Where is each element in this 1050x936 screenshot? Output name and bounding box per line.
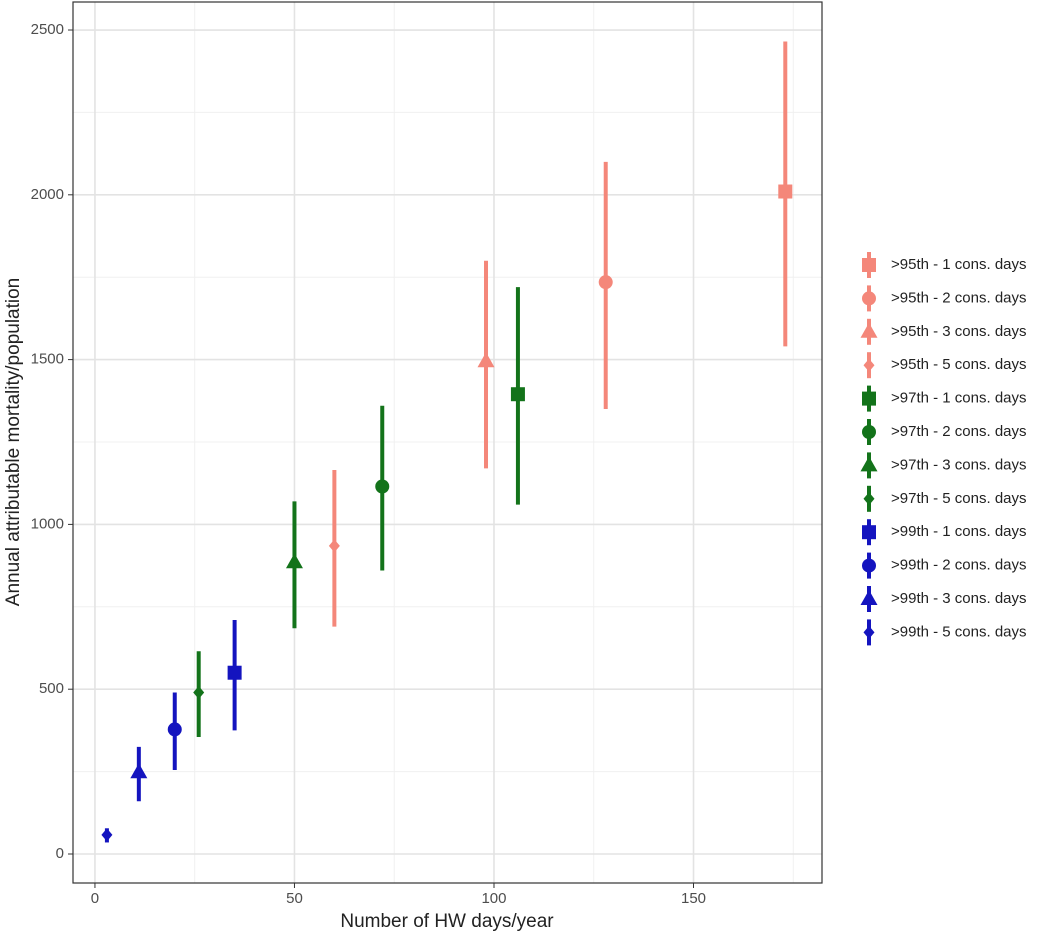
legend-label: >95th - 3 cons. days <box>891 323 1027 340</box>
legend-symbol <box>862 258 876 272</box>
point <box>167 722 182 737</box>
plot-border <box>72 1 823 884</box>
point <box>778 184 793 199</box>
point <box>510 387 525 402</box>
legend-label: >97th - 2 cons. days <box>891 423 1027 440</box>
x-tick-label: 150 <box>681 890 706 907</box>
legend-symbol <box>862 558 876 573</box>
y-tick-label: 0 <box>56 845 64 862</box>
legend-symbol <box>863 625 875 639</box>
y-tick-label: 1500 <box>31 351 64 368</box>
x-tick-label: 100 <box>481 890 506 907</box>
legend-symbol <box>863 492 875 506</box>
legend-symbol <box>862 525 876 540</box>
point <box>101 828 113 842</box>
point <box>285 553 303 569</box>
point <box>227 665 242 680</box>
y-tick-label: 500 <box>39 680 64 697</box>
point <box>130 763 148 779</box>
legend-label: >95th - 2 cons. days <box>891 289 1027 306</box>
y-tick-label: 1000 <box>31 515 64 532</box>
x-tick-label: 0 <box>91 890 99 907</box>
legend-label: >95th - 5 cons. days <box>891 356 1027 373</box>
x-tick-label: 50 <box>286 890 303 907</box>
legend-symbol <box>860 456 878 472</box>
legend-symbol <box>860 590 878 605</box>
y-tick-label: 2500 <box>31 21 64 38</box>
legend-label: >95th - 1 cons. days <box>891 256 1027 273</box>
legend-symbol <box>862 291 876 306</box>
legend-label: >99th - 2 cons. days <box>891 557 1027 574</box>
point <box>193 685 205 699</box>
legend-label: >99th - 3 cons. days <box>891 590 1027 607</box>
legend-symbol <box>863 358 875 372</box>
point <box>375 479 390 494</box>
legend-label: >99th - 1 cons. days <box>891 523 1027 540</box>
legend-label: >97th - 1 cons. days <box>891 390 1027 407</box>
legend-symbol <box>862 391 876 406</box>
legend-symbol <box>862 425 876 439</box>
y-tick-label: 2000 <box>31 186 64 203</box>
point <box>328 539 340 553</box>
legend-label: >99th - 5 cons. days <box>891 623 1027 640</box>
point <box>477 352 495 368</box>
point <box>598 275 613 290</box>
legend-label: >97th - 5 cons. days <box>891 490 1027 507</box>
x-axis-title: Number of HW days/year <box>340 911 554 932</box>
y-axis-title: Annual attributable mortality/population <box>3 278 24 606</box>
legend-label: >97th - 3 cons. days <box>891 456 1027 473</box>
legend-symbol <box>860 322 878 338</box>
